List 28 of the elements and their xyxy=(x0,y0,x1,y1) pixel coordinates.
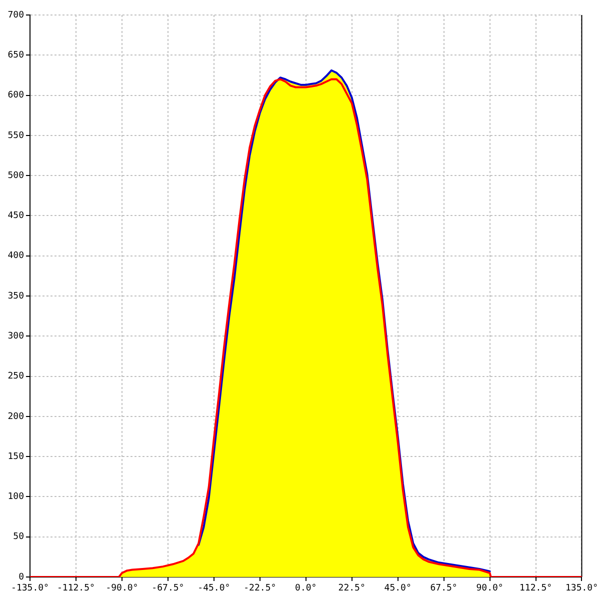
x-tick-label: -112.5° xyxy=(57,584,95,594)
x-tick-label: 135.0° xyxy=(565,584,598,594)
x-tick-label: 0.0° xyxy=(295,584,317,594)
y-tick-label: 700 xyxy=(8,10,24,20)
x-tick-label: -90.0° xyxy=(106,584,138,594)
y-tick-label: 650 xyxy=(8,50,24,60)
x-tick-label: 45.0° xyxy=(384,584,412,594)
y-tick-label: 200 xyxy=(8,412,24,422)
x-tick-label: -45.0° xyxy=(198,584,230,594)
y-tick-label: 400 xyxy=(8,251,24,262)
x-tick-label: 112.5° xyxy=(520,584,552,594)
y-tick-label: 0 xyxy=(18,572,24,582)
x-tick-label: -135.0° xyxy=(11,584,49,594)
y-tick-label: 250 xyxy=(8,372,24,382)
x-tick-label: -67.5° xyxy=(152,584,184,594)
x-tick-label: 22.5° xyxy=(338,584,366,594)
y-tick-label: 550 xyxy=(8,130,24,141)
y-tick-label: 450 xyxy=(8,211,24,222)
y-tick-label: 300 xyxy=(8,331,24,342)
y-tick-label: 350 xyxy=(8,291,24,302)
x-tick-label: 90.0° xyxy=(476,584,504,594)
x-tick-label: -22.5° xyxy=(244,584,276,594)
y-tick-label: 600 xyxy=(8,90,24,101)
x-tick-label: 67.5° xyxy=(430,584,458,594)
y-tick-label: 100 xyxy=(8,492,24,502)
y-tick-label: 50 xyxy=(13,532,24,542)
y-tick-label: 500 xyxy=(8,170,24,181)
y-tick-label: 150 xyxy=(8,452,24,462)
